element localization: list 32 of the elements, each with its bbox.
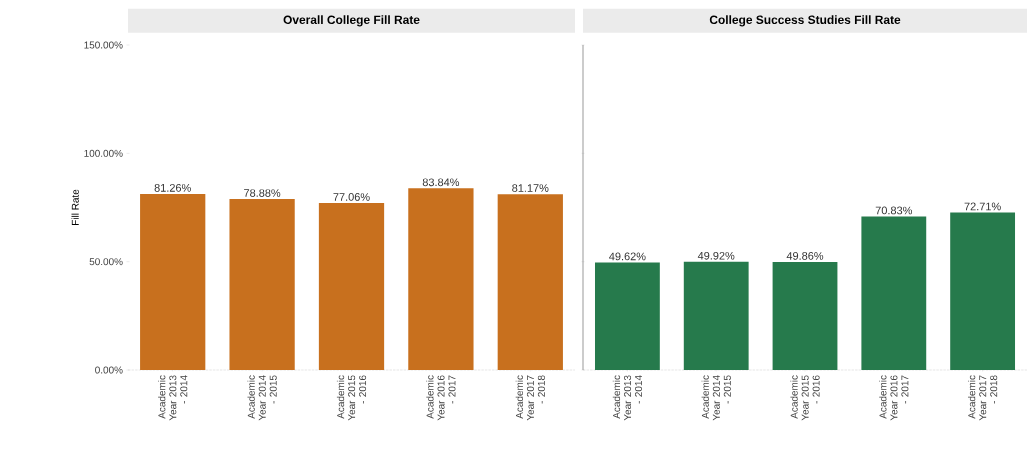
x-tick-label: Academic Year 2013 - 2014 [158,375,188,421]
bar [595,262,660,370]
y-tick-label: 150.00% [84,41,123,49]
data-label: 78.88% [244,189,281,197]
y-tick-label: 50.00% [89,258,123,266]
data-label: 49.92% [697,251,735,260]
data-label: 81.17% [512,184,549,192]
x-tick-label: Academic Year 2014 - 2015 [247,375,277,421]
chart-title: College Success Studies Fill Rate [709,15,901,27]
bar [861,216,927,370]
bar [950,212,1016,370]
chart-title: Overall College Fill Rate [283,15,420,27]
x-tick-label: Academic Year 2013 - 2014 [612,375,643,421]
data-label: 49.86% [786,252,824,260]
data-label: 49.62% [609,252,646,261]
bar [683,261,749,370]
x-tick-label: Academic Year 2016 - 2017 [879,375,909,421]
x-tick-label: Academic Year 2015 - 2016 [336,375,367,421]
y-axis-title: Fill Rate [71,189,79,225]
y-tick-label: 0.00% [95,366,123,374]
x-tick-label: Academic Year 2014 - 2015 [701,375,731,421]
bar [772,261,838,370]
x-tick-label: Academic Year 2017 - 2018 [967,375,998,421]
data-label: 70.83% [875,206,912,215]
data-label: 72.71% [964,202,1001,211]
data-label: 81.26% [154,183,191,192]
x-tick-label: Academic Year 2015 - 2016 [790,375,820,421]
data-label: 77.06% [333,193,370,201]
data-label: 83.84% [422,178,460,187]
x-tick-label: Academic Year 2016 - 2017 [426,375,456,421]
y-tick-label: 100.00% [84,149,123,157]
x-tick-label: Academic Year 2017 - 2018 [515,375,545,421]
